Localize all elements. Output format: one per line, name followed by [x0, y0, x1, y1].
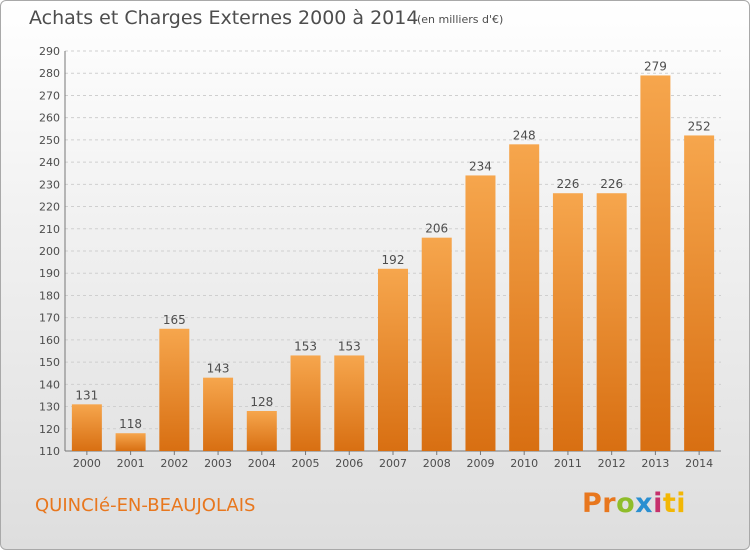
- y-tick-label: 120: [39, 423, 60, 436]
- logo-part-2: o: [616, 488, 636, 519]
- data-label-2006: 153: [338, 339, 361, 353]
- data-label-2002: 165: [163, 313, 186, 327]
- y-tick-label: 190: [39, 267, 60, 280]
- x-tick-label-2013: 2013: [641, 457, 669, 470]
- data-label-2013: 279: [644, 59, 667, 73]
- y-tick-label: 130: [39, 401, 60, 414]
- bar-2009: [465, 175, 496, 451]
- proxiti-logo: Proxiti: [582, 488, 686, 519]
- logo-part-5: ti: [662, 488, 687, 519]
- y-tick-label: 260: [39, 112, 60, 125]
- x-tick-labels: 2000 2001 2002 2003 2004 2005 2006 2007 2008 2009…: [73, 451, 713, 470]
- x-tick-label-2002: 2002: [160, 457, 188, 470]
- y-tick-label: 280: [39, 67, 60, 80]
- y-tick-label: 270: [39, 89, 60, 102]
- bar-2002: [159, 328, 190, 451]
- data-label-2014: 252: [688, 119, 711, 133]
- x-tick-label-2010: 2010: [510, 457, 538, 470]
- bar-2012: [596, 193, 627, 451]
- bars: [71, 75, 715, 452]
- bar-2005: [290, 355, 321, 451]
- data-label-2000: 131: [75, 388, 98, 402]
- x-tick-label-2012: 2012: [598, 457, 626, 470]
- data-label-2005: 153: [294, 339, 317, 353]
- y-tick-label: 110: [39, 445, 60, 458]
- y-tick-label: 180: [39, 289, 60, 302]
- data-label-2009: 234: [469, 159, 492, 173]
- y-tick-label: 290: [39, 45, 60, 58]
- x-tick-label-2007: 2007: [379, 457, 407, 470]
- y-tick-label: 250: [39, 134, 60, 147]
- bar-2004: [246, 411, 277, 451]
- commune-name: QUINCIé-EN-BEAUJOLAIS: [35, 495, 256, 516]
- data-label-2011: 226: [556, 177, 579, 191]
- bar-2014: [684, 135, 715, 451]
- y-tick-labels: 110 120 130 140 150 160 170 180 190 200 210 220 230 2…: [39, 45, 60, 458]
- x-tick-label-2001: 2001: [117, 457, 145, 470]
- y-tick-label: 150: [39, 356, 60, 369]
- data-label-2003: 143: [207, 362, 230, 376]
- x-tick-label-2005: 2005: [292, 457, 320, 470]
- bar-2008: [421, 237, 452, 451]
- logo-part-3: x: [635, 488, 654, 519]
- x-tick-label-2009: 2009: [466, 457, 494, 470]
- y-tick-label: 220: [39, 201, 60, 214]
- x-tick-label-2006: 2006: [335, 457, 363, 470]
- y-tick-label: 160: [39, 334, 60, 347]
- y-tick-label: 140: [39, 378, 60, 391]
- bar-2010: [509, 144, 540, 452]
- x-tick-label-2008: 2008: [423, 457, 451, 470]
- x-tick-label-2004: 2004: [248, 457, 276, 470]
- bar-2011: [552, 193, 583, 451]
- y-tick-label: 230: [39, 178, 60, 191]
- bar-2000: [71, 404, 102, 451]
- logo-part-4: i: [653, 488, 663, 519]
- data-label-2004: 128: [250, 395, 273, 409]
- x-tick-label-2003: 2003: [204, 457, 232, 470]
- data-label-2008: 206: [425, 222, 448, 236]
- bar-2006: [334, 355, 365, 451]
- y-tick-label: 170: [39, 312, 60, 325]
- y-tick-label: 210: [39, 223, 60, 236]
- data-label-2001: 118: [119, 417, 142, 431]
- y-tick-label: 200: [39, 245, 60, 258]
- data-label-2012: 226: [600, 177, 623, 191]
- bar-2007: [378, 268, 408, 451]
- bar-2013: [640, 75, 671, 451]
- logo-part-1: Pr: [582, 488, 617, 519]
- data-labels: 131 118 165 143 128 153 153 192 206 234 248 226 226 2…: [75, 59, 710, 431]
- chart-subtitle: (en milliers d'€): [417, 13, 504, 26]
- x-tick-label-2000: 2000: [73, 457, 101, 470]
- bar-2001: [115, 433, 146, 451]
- x-tick-label-2014: 2014: [685, 457, 713, 470]
- data-label-2007: 192: [382, 253, 405, 267]
- data-label-2010: 248: [513, 128, 536, 142]
- x-tick-label-2011: 2011: [554, 457, 582, 470]
- y-tick-label: 240: [39, 156, 60, 169]
- bar-2003: [203, 377, 234, 451]
- chart-title: Achats et Charges Externes 2000 à 2014: [29, 7, 419, 29]
